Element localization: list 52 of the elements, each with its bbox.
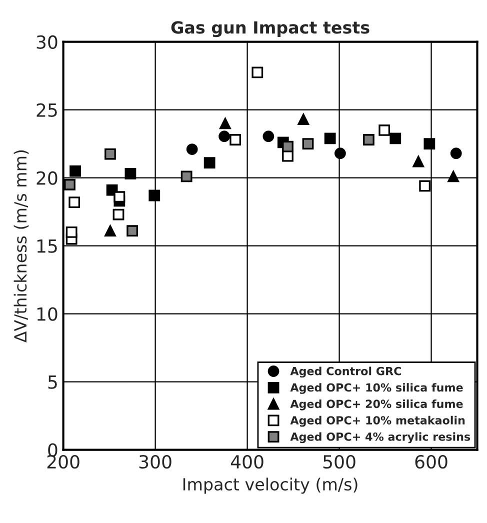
point [112,208,124,220]
point [324,132,336,144]
point [448,170,460,182]
point [378,124,390,136]
point [104,148,116,160]
point [334,148,346,160]
legend-label: Aged OPC+ 4% acrylic resins [290,432,470,444]
point [450,148,462,160]
legend-label: Aged Control GRC [290,366,402,378]
point [302,138,314,150]
legend-label: Aged OPC+ 20% silica fume [290,399,463,410]
point [68,196,80,208]
point [298,114,310,126]
x-tick-label: 400 [230,454,264,469]
legend-label: Aged OPC+ 10% silica fume [290,383,463,394]
x-tick-label: 500 [323,454,356,469]
point [218,130,230,142]
point [230,134,242,146]
x-tick-label: 300 [139,454,172,469]
point [390,132,402,144]
point [104,225,116,237]
y-tick-label: 10 [37,307,58,321]
y-tick-label: 20 [36,171,58,185]
point [124,168,136,180]
y-axis-title: ΔV/thickness (m/s mm) [14,150,29,343]
y-tick-label: 25 [36,103,57,117]
point [204,157,216,169]
point [186,144,198,155]
point [220,118,231,130]
point [419,180,431,192]
x-tick-label: 600 [415,454,448,469]
point [148,190,160,202]
point [424,138,436,150]
y-tick-label: 30 [36,35,58,49]
point [412,156,424,168]
point [282,140,294,152]
point [180,170,192,182]
point [70,165,81,177]
point [64,178,76,190]
legend-label: Aged OPC+ 10% metakaolin [290,416,465,427]
point [66,226,78,238]
chart-title: Gas gun Impact tests [171,21,370,38]
point [114,191,126,203]
y-tick-label: 15 [37,240,57,253]
x-tick-label: 200 [47,454,80,469]
point [363,134,374,146]
x-axis-title: Impact velocity (m/s) [183,478,358,494]
point [252,66,264,78]
point [282,150,294,162]
point [262,130,274,142]
y-tick-label: 5 [48,375,57,389]
point [126,225,138,237]
